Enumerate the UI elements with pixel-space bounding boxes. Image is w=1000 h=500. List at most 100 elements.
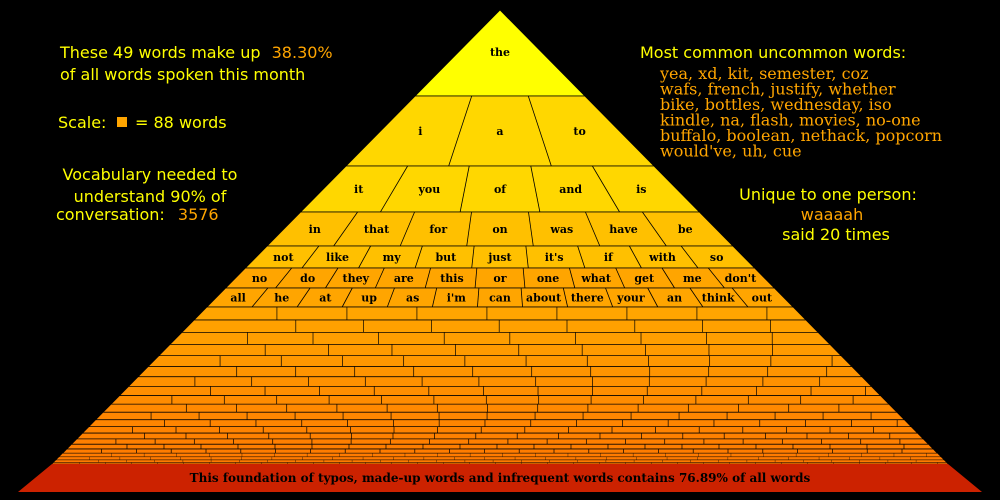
left-panel: These 49 words make up 38.30% of all wor… xyxy=(56,43,333,224)
pyramid-word: with xyxy=(648,251,676,264)
word-divider xyxy=(251,287,269,308)
vocab-line-2: understand 90% of xyxy=(74,187,227,206)
brick-course xyxy=(127,376,873,387)
scale-square-icon xyxy=(117,117,127,127)
word-divider xyxy=(275,267,293,289)
pyramid-word: for xyxy=(429,223,447,236)
brick-courses xyxy=(51,306,949,465)
pyramid-word: but xyxy=(435,251,457,264)
uncommon-words-line: would've, uh, cue xyxy=(660,142,802,161)
pyramid-word: be xyxy=(678,223,693,236)
pyramid-word: a xyxy=(496,125,503,138)
uncommon-words-line: yea, xd, kit, semester, coz xyxy=(659,64,869,83)
uncommon-title: Most common uncommon words: xyxy=(640,43,906,62)
pyramid-word: they xyxy=(343,272,370,285)
word-divider xyxy=(528,211,534,247)
uncommon-words-line: bike, bottles, wednesday, iso xyxy=(660,95,892,114)
word-divider xyxy=(530,165,541,213)
word-divider xyxy=(374,267,385,289)
pyramid-word: this xyxy=(440,272,463,285)
word-divider xyxy=(642,211,667,247)
word-divider xyxy=(414,245,423,269)
pyramid-word: it's xyxy=(545,251,564,264)
word-divider xyxy=(448,95,473,167)
vocab-line-1: Vocabulary needed to xyxy=(63,165,238,184)
unique-said: said 20 times xyxy=(782,225,890,244)
pyramid-word: of xyxy=(494,183,507,196)
word-divider xyxy=(592,165,620,213)
brick-course xyxy=(158,344,842,357)
unique-word: waaaah xyxy=(801,205,863,224)
brick-course xyxy=(118,386,882,396)
pyramid-word: i xyxy=(418,125,422,138)
word-divider xyxy=(424,267,431,289)
scale-prefix: Scale: xyxy=(58,113,106,132)
word-divider xyxy=(520,287,523,308)
pyramid-word: at xyxy=(319,292,332,305)
brick-course xyxy=(193,306,807,321)
brick-course xyxy=(58,453,942,458)
pyramid-word: out xyxy=(752,292,773,305)
word-divider xyxy=(731,287,749,308)
word-divider xyxy=(689,287,704,308)
word-divider xyxy=(525,245,529,269)
pyramid-word: as xyxy=(406,292,419,305)
pyramid-word: is xyxy=(636,183,646,196)
scale-suffix: = 88 words xyxy=(135,113,227,132)
word-divider xyxy=(474,267,478,289)
word-divider xyxy=(466,211,472,247)
brick-course xyxy=(65,443,935,450)
word-divider xyxy=(585,211,601,247)
vocab-value: 3576 xyxy=(178,205,219,224)
pyramid-word: there xyxy=(571,292,604,305)
brick-course xyxy=(75,432,925,440)
word-divider xyxy=(605,287,614,308)
brick-course xyxy=(147,355,853,367)
summary-line-1-text: These 49 words make up xyxy=(59,43,261,62)
pyramid-word: that xyxy=(364,223,390,236)
pyramid-word: all xyxy=(230,292,246,305)
word-divider xyxy=(680,245,699,269)
summary-percent-value: 38.30% xyxy=(272,43,333,62)
word-divider xyxy=(431,287,438,308)
pyramid-word: me xyxy=(683,272,702,285)
word-divider xyxy=(615,267,626,289)
unique-title: Unique to one person: xyxy=(739,185,917,204)
word-divider xyxy=(527,95,552,167)
pyramid-word: my xyxy=(383,251,402,264)
word-divider xyxy=(471,245,475,269)
pyramid-word: just xyxy=(487,251,512,264)
brick-course xyxy=(70,438,930,445)
pyramid-word: it xyxy=(354,183,364,196)
brick-course xyxy=(180,319,820,333)
word-divider xyxy=(459,165,470,213)
word-divider xyxy=(647,287,659,308)
brick-course xyxy=(51,462,949,465)
brick-course xyxy=(55,456,945,461)
uncommon-words-line: buffalo, boolean, nethack, popcorn xyxy=(660,126,942,145)
word-divider xyxy=(707,267,725,289)
pyramid-word: have xyxy=(609,223,638,236)
word-divider xyxy=(661,267,675,289)
vocab-line-3-text: conversation: xyxy=(56,205,165,224)
brick-course xyxy=(102,403,898,413)
brick-course xyxy=(137,366,863,378)
pyramid-word: up xyxy=(361,292,377,305)
vocab-line-3: conversation: 3576 xyxy=(56,205,219,224)
pyramid-word: the xyxy=(490,46,510,59)
pyramid-word: are xyxy=(394,272,414,285)
pyramid-word: what xyxy=(580,272,612,285)
pyramid-word: about xyxy=(526,292,562,305)
pyramid-word: not xyxy=(273,251,294,264)
scale-label: Scale: xyxy=(58,113,106,132)
word-divider xyxy=(358,245,371,269)
pyramid-word: was xyxy=(549,223,573,236)
pyramid-word: i'm xyxy=(447,292,467,305)
brick-course xyxy=(53,459,947,463)
pyramid-word: get xyxy=(634,272,655,285)
pyramid-word: or xyxy=(493,272,506,285)
word-divider xyxy=(333,211,358,247)
summary-line-1: These 49 words make up 38.30% xyxy=(59,43,333,62)
